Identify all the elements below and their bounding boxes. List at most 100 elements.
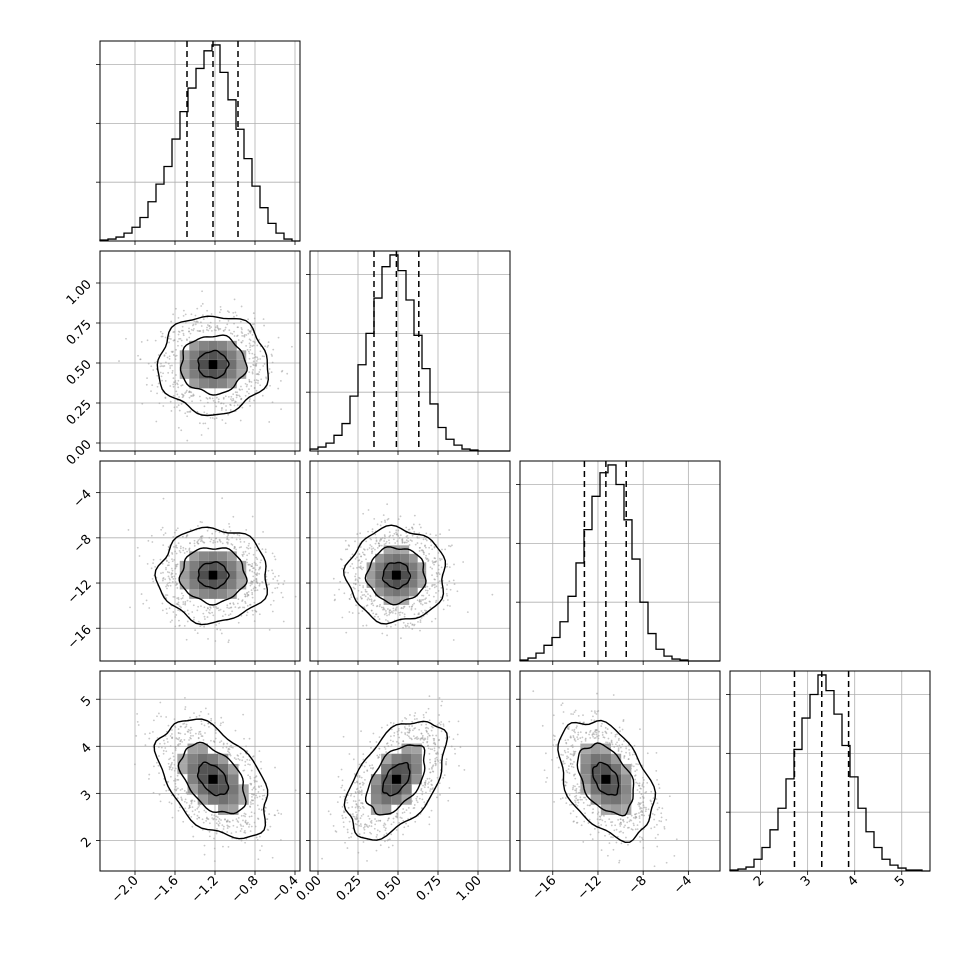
- density-cell: [238, 794, 249, 805]
- sample-point: [370, 600, 373, 602]
- sample-point: [421, 594, 423, 597]
- sample-point: [429, 566, 432, 569]
- sample-point: [174, 573, 177, 575]
- sample-point: [448, 787, 451, 789]
- sample-point: [449, 588, 452, 591]
- sample-point: [423, 801, 426, 803]
- sample-point: [378, 605, 381, 608]
- axes-frame: [99, 460, 301, 662]
- sample-point: [639, 728, 641, 731]
- sample-point: [562, 711, 565, 713]
- density-cell: [392, 587, 401, 597]
- sample-point: [225, 405, 227, 407]
- sample-point: [247, 544, 250, 547]
- sample-point: [661, 807, 664, 810]
- sample-point: [249, 331, 252, 334]
- sample-point: [280, 408, 282, 411]
- sample-point: [175, 307, 177, 310]
- sample-point: [224, 328, 226, 331]
- sample-point: [160, 365, 163, 367]
- sample-point: [232, 824, 235, 827]
- sample-point: [332, 577, 335, 580]
- sample-point: [222, 828, 225, 830]
- sample-point: [261, 355, 264, 358]
- sample-point: [356, 805, 359, 808]
- sample-point: [207, 713, 210, 715]
- sample-point: [271, 361, 274, 364]
- sample-point: [356, 579, 359, 582]
- contour-level-2: [179, 334, 248, 396]
- sample-point: [411, 604, 414, 606]
- sample-point: [246, 611, 249, 614]
- sample-point: [201, 818, 204, 821]
- sample-point: [572, 786, 574, 789]
- sample-point: [254, 381, 257, 384]
- sample-point: [253, 364, 255, 367]
- sample-point: [166, 587, 168, 590]
- sample-point: [193, 320, 196, 323]
- sample-point: [449, 605, 451, 607]
- sample-point: [396, 730, 399, 733]
- sample-point: [144, 733, 146, 735]
- sample-point: [626, 826, 629, 829]
- sample-point: [638, 784, 641, 787]
- sample-point: [359, 791, 362, 793]
- sample-point: [270, 371, 273, 374]
- sample-point: [276, 579, 279, 582]
- sample-point: [260, 767, 263, 770]
- sample-point: [237, 754, 240, 757]
- sample-point: [249, 344, 252, 347]
- sample-point: [610, 836, 613, 838]
- density-cell: [197, 794, 208, 805]
- sample-point: [282, 583, 285, 586]
- sample-point: [585, 798, 588, 801]
- sample-point: [243, 831, 246, 834]
- sample-point: [354, 806, 357, 809]
- sample-point: [200, 321, 202, 324]
- sample-point: [405, 539, 408, 542]
- sample-point: [186, 439, 189, 442]
- sample-point: [355, 815, 358, 818]
- sample-point: [251, 596, 254, 599]
- sample-point: [364, 823, 367, 826]
- sample-point: [427, 744, 429, 747]
- density-layer: [332, 503, 494, 641]
- sample-point: [256, 804, 259, 807]
- sample-point: [439, 794, 441, 796]
- sample-point: [375, 539, 378, 542]
- sample-point: [246, 554, 249, 557]
- sample-point: [236, 826, 239, 829]
- sample-point: [426, 740, 429, 743]
- sample-point: [265, 387, 268, 389]
- sample-point: [342, 821, 345, 824]
- sample-point: [650, 827, 653, 830]
- sample-point: [164, 361, 167, 364]
- sample-point: [185, 810, 188, 813]
- sample-point: [354, 823, 357, 825]
- sample-point: [216, 816, 219, 819]
- sample-point: [251, 515, 254, 518]
- sample-point: [405, 625, 407, 628]
- sample-point: [381, 537, 384, 539]
- sample-point: [593, 719, 596, 722]
- sample-point: [420, 610, 423, 612]
- sample-point: [179, 551, 182, 554]
- sample-point: [431, 584, 434, 586]
- sample-point: [572, 810, 575, 812]
- sample-point: [253, 387, 256, 390]
- sample-point: [245, 344, 248, 347]
- sample-point: [430, 809, 433, 812]
- sample-point: [256, 558, 259, 561]
- sample-point: [617, 739, 620, 741]
- sample-point: [256, 373, 259, 376]
- sample-point: [436, 752, 439, 754]
- sample-point: [248, 569, 251, 572]
- sample-point: [425, 597, 427, 600]
- sample-point: [199, 520, 202, 523]
- sample-point: [171, 364, 173, 367]
- density-cell: [198, 340, 209, 351]
- sample-point: [180, 606, 182, 609]
- sample-point: [360, 825, 362, 827]
- sample-point: [242, 819, 244, 822]
- sample-point: [655, 769, 658, 772]
